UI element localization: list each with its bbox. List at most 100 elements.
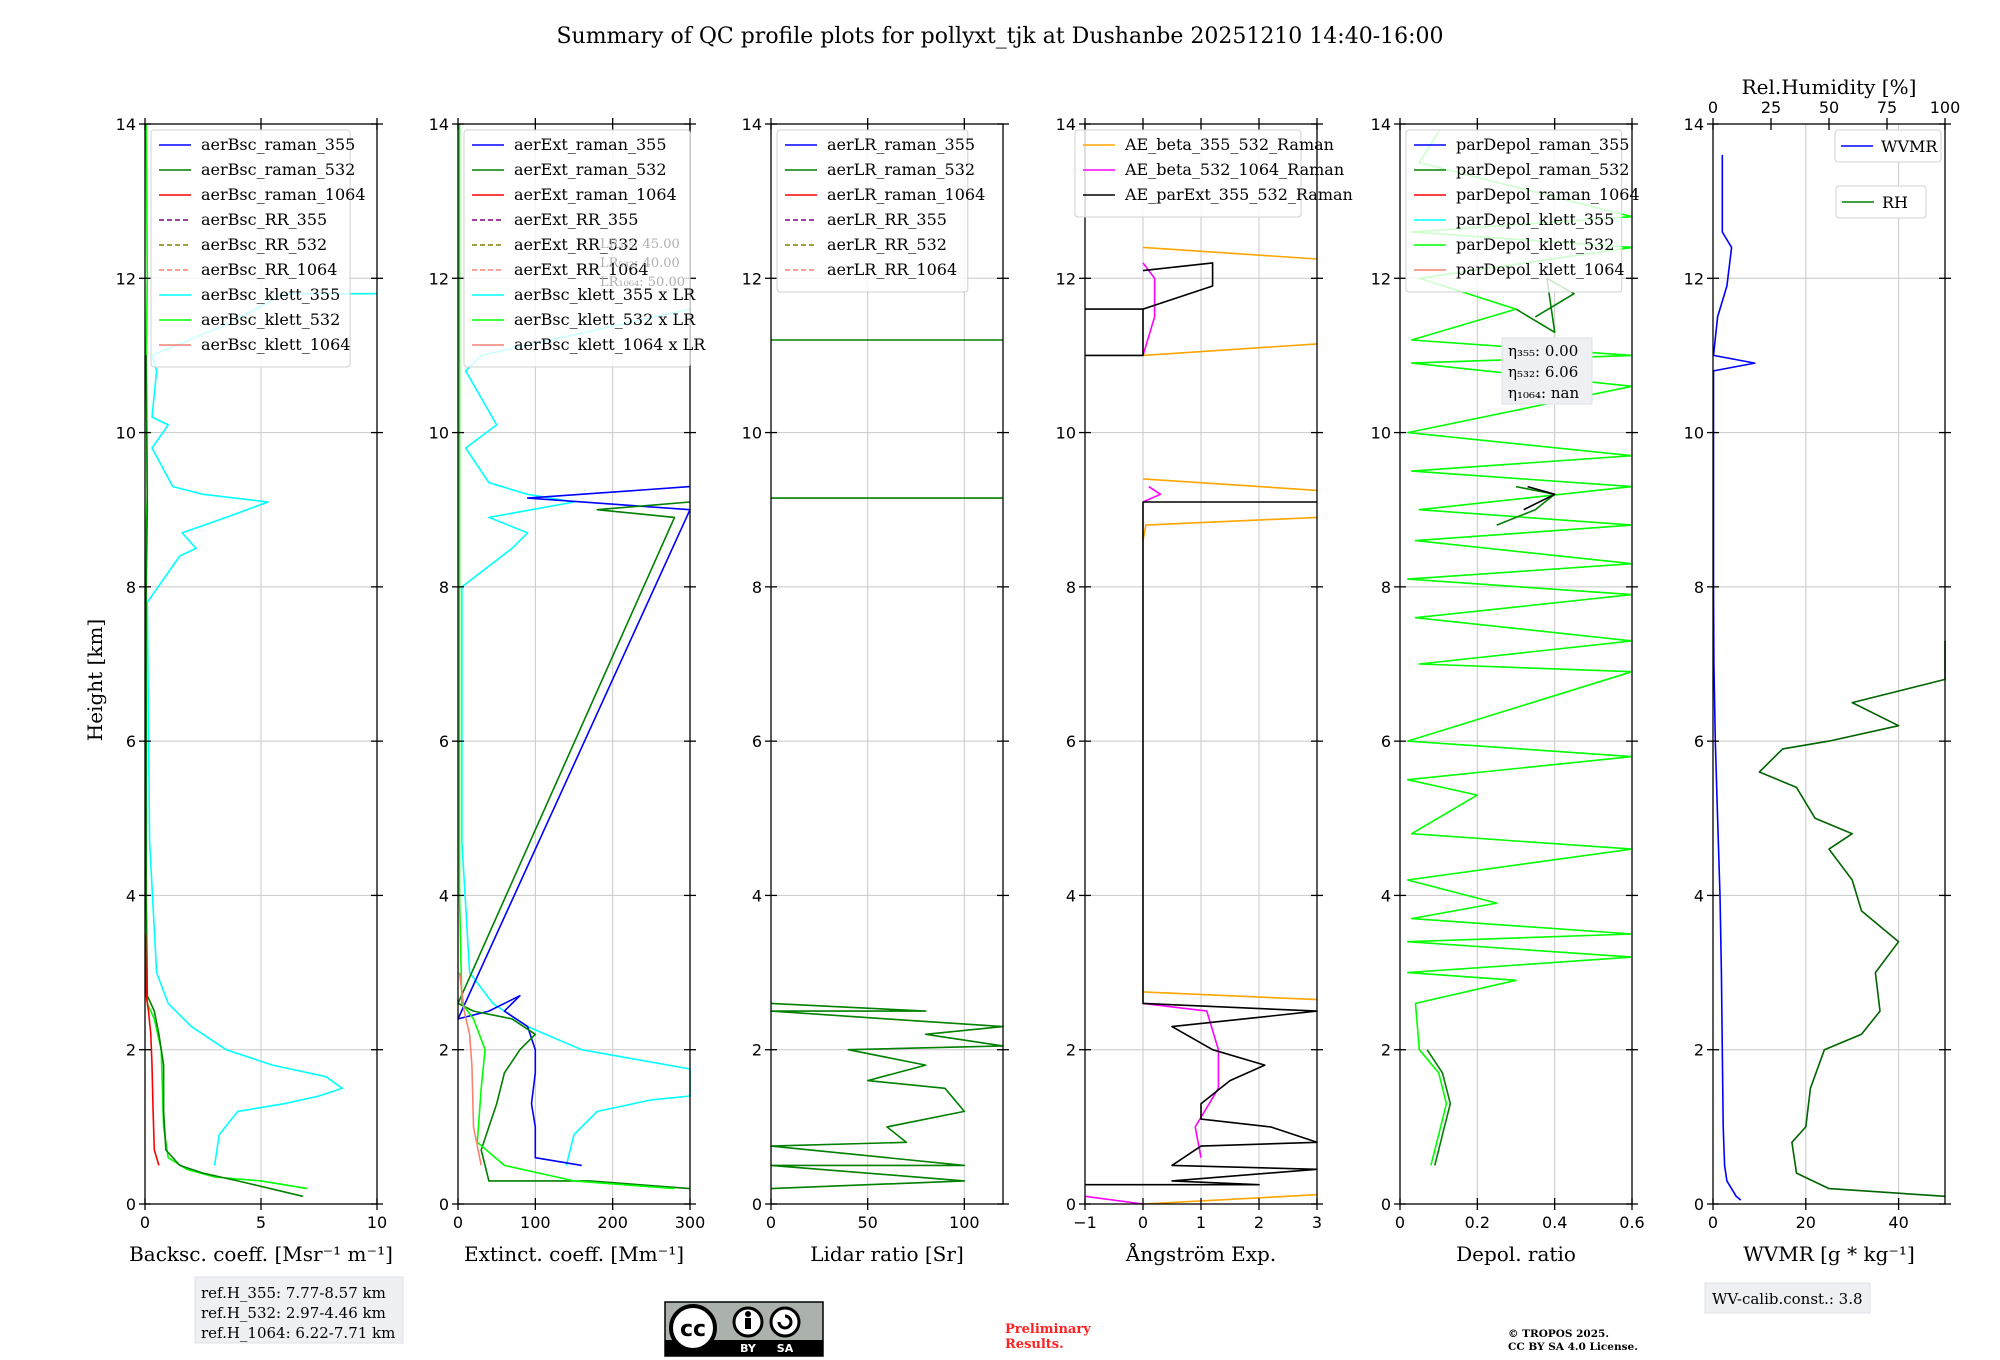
x-tick-label: 0 xyxy=(766,1213,776,1232)
series-line-ae-beta-355-532-raman-b xyxy=(1142,991,1318,1001)
series-line-ae-beta-532-1064-raman-c xyxy=(1142,485,1162,503)
y-tick-label: 12 xyxy=(1684,269,1704,288)
x-tick-label: 50 xyxy=(857,1213,877,1232)
legend-box xyxy=(1834,129,1942,163)
y-tick-label: 12 xyxy=(429,269,449,288)
legend-label: aerExt_RR_355 xyxy=(514,210,638,229)
axes-frame xyxy=(770,123,1004,1205)
by-person-body xyxy=(745,1318,751,1329)
y-tick-label: 4 xyxy=(439,886,449,905)
x-axis-label: Lidar ratio [Sr] xyxy=(810,1242,964,1266)
series-line-aerlr-raman-532 xyxy=(770,1002,1004,1190)
series-line-ae-parext-355-532-raman xyxy=(1085,501,1318,1186)
x-tick-label: 0 xyxy=(1138,1213,1148,1232)
eta-box xyxy=(1501,337,1593,405)
y-tick-label: 10 xyxy=(1056,424,1076,443)
x-axis-label: WVMR [g * kg⁻¹] xyxy=(1743,1242,1915,1266)
legend-label: aerLR_raman_532 xyxy=(827,160,975,179)
legend-box xyxy=(1405,129,1623,293)
x-tick-label: 20 xyxy=(1796,1213,1816,1232)
series-line-ae-beta-355-532-raman xyxy=(1142,1193,1318,1205)
legend-label: aerBsc_raman_1064 xyxy=(201,185,366,204)
series-line-aerext-raman-532 xyxy=(457,501,691,1190)
x-tick-label: 40 xyxy=(1888,1213,1908,1232)
series-line-aerbsc-raman-1064 xyxy=(144,933,160,1166)
legend-label: parDepol_klett_1064 xyxy=(1456,260,1625,279)
series-line-pardepol-raman-532-b xyxy=(1496,485,1556,526)
by-label: BY xyxy=(740,1342,757,1355)
series-line-aerbsc-klett-355 xyxy=(146,292,377,1166)
legend-label: aerBsc_RR_1064 xyxy=(201,260,337,279)
y-tick-label: 2 xyxy=(1066,1041,1076,1060)
y-tick-label: 8 xyxy=(1694,578,1704,597)
panel-5: 0 2 4 6 8 10 12 14 0 0.2 0.4 0.6 Depol. ratio parDepo… xyxy=(1371,115,1645,1266)
y-tick-label: 0 xyxy=(1381,1195,1391,1214)
y-tick-label: 2 xyxy=(752,1041,762,1060)
top-x-tick-label: 0 xyxy=(1708,98,1718,117)
y-tick-label: 10 xyxy=(116,424,136,443)
legend: aerLR_raman_355 aerLR_raman_532 aerLR_rama… xyxy=(776,129,985,293)
x-tick-label: 10 xyxy=(367,1213,387,1232)
panel-1: 0 2 4 6 8 10 12 14 0 5 10 Backsc. coeff. [Msr⁻¹ m⁻¹… xyxy=(116,115,393,1266)
series-line-ae-parext-355-532-raman-c xyxy=(1142,262,1214,310)
panel-3: 0 2 4 6 8 10 12 14 0 50 100 Lidar ratio [Sr] aerLR_r… xyxy=(742,115,1009,1266)
cc-license-badge: cc BY SA xyxy=(664,1301,824,1357)
sa-share-arrow xyxy=(777,1314,793,1330)
x-tick-label: 0 xyxy=(140,1213,150,1232)
y-tick-label: 6 xyxy=(1381,732,1391,751)
y-tick-label: 6 xyxy=(752,732,762,751)
legend-label: parDepol_raman_1064 xyxy=(1456,185,1640,204)
legend-label: aerBsc_klett_1064 xyxy=(201,335,350,354)
y-tick-label: 4 xyxy=(1381,886,1391,905)
series-line-ae-beta-532-1064-raman-b xyxy=(1142,1002,1220,1158)
y-axis-label: Height [km] xyxy=(83,619,107,741)
legend-label: aerLR_raman_1064 xyxy=(827,185,985,204)
x-tick-label: 0.6 xyxy=(1619,1213,1644,1232)
series-line-ae-beta-355-532-raman-c xyxy=(1142,516,1318,541)
y-tick-label: 8 xyxy=(752,578,762,597)
y-tick-label: 6 xyxy=(1066,732,1076,751)
y-tick-label: 8 xyxy=(126,578,136,597)
y-tick-label: 14 xyxy=(1056,115,1076,134)
legend-label: aerLR_RR_1064 xyxy=(827,260,957,279)
ref-heights-box: ref.H_355: 7.77-8.57 km ref.H_532: 2.97-… xyxy=(194,1276,404,1344)
x-tick-label: 100 xyxy=(520,1213,551,1232)
y-tick-label: 10 xyxy=(1684,424,1704,443)
y-tick-label: 6 xyxy=(1694,732,1704,751)
y-tick-label: 12 xyxy=(1056,269,1076,288)
y-tick-label: 12 xyxy=(116,269,136,288)
wv-calib-text: WV-calib.const.: 3.8 xyxy=(1712,1290,1863,1308)
series-line-pardepol-raman-532-black xyxy=(1523,485,1556,511)
x-tick-label: 0.2 xyxy=(1465,1213,1490,1232)
legend-box xyxy=(776,129,969,293)
y-tick-label: 8 xyxy=(439,578,449,597)
x-tick-label: 0 xyxy=(453,1213,463,1232)
series-line-ae-beta-355-532-raman-e xyxy=(1142,343,1318,357)
x-tick-label: 2 xyxy=(1254,1213,1264,1232)
series-line-ae-beta-355-532-raman-f xyxy=(1142,246,1318,260)
x-axis-label: Ångström Exp. xyxy=(1125,1241,1276,1266)
top-x-tick-label: 50 xyxy=(1819,98,1839,117)
lr-annotation: LR₅₃₂: 40.00 xyxy=(600,256,680,271)
y-tick-label: 10 xyxy=(429,424,449,443)
y-tick-label: 14 xyxy=(1371,115,1391,134)
y-tick-label: 10 xyxy=(1371,424,1391,443)
y-tick-label: 14 xyxy=(116,115,136,134)
legend-box xyxy=(1074,129,1302,218)
x-tick-label: 1 xyxy=(1196,1213,1206,1232)
x-tick-label: 0 xyxy=(1395,1213,1405,1232)
y-tick-label: 6 xyxy=(439,732,449,751)
legend-label: aerBsc_raman_355 xyxy=(201,135,355,154)
legend-label: parDepol_klett_532 xyxy=(1456,235,1614,254)
legend: aerExt_raman_355 aerExt_raman_532 aerExt_r… xyxy=(463,129,706,368)
series-line-aerext-raman-355 xyxy=(457,485,691,1167)
x-tick-label: 200 xyxy=(597,1213,628,1232)
series-line-aerbsc-klett-1064-x-lr xyxy=(458,972,482,1166)
legend: AE_beta_355_532_Raman AE_beta_532_1064_Ra… xyxy=(1074,129,1353,218)
x-tick-label: 0.4 xyxy=(1542,1213,1567,1232)
y-tick-label: 12 xyxy=(1371,269,1391,288)
legend-label: aerBsc_raman_532 xyxy=(201,160,355,179)
lr-annotation: LR₃₅₅: 45.00 xyxy=(600,237,680,252)
